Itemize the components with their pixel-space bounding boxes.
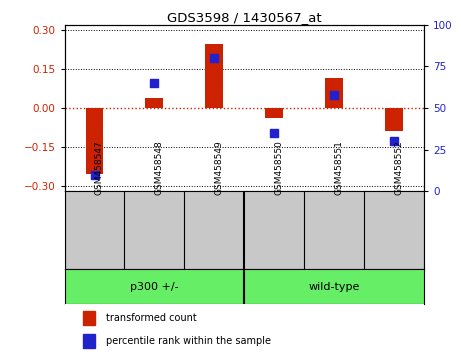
Bar bbox=[145, 98, 163, 108]
Point bbox=[271, 130, 278, 136]
Text: GSM458548: GSM458548 bbox=[154, 140, 164, 195]
Bar bbox=[205, 44, 223, 108]
Point bbox=[151, 80, 158, 86]
Text: wild-type: wild-type bbox=[308, 282, 360, 292]
Bar bbox=[385, 108, 403, 131]
Point bbox=[331, 92, 338, 97]
Title: GDS3598 / 1430567_at: GDS3598 / 1430567_at bbox=[167, 11, 322, 24]
Text: GSM458551: GSM458551 bbox=[334, 140, 343, 195]
Point bbox=[211, 55, 218, 61]
Text: transformed count: transformed count bbox=[106, 313, 197, 323]
Text: GSM458547: GSM458547 bbox=[95, 140, 104, 195]
Text: GSM458549: GSM458549 bbox=[214, 140, 224, 195]
Text: GSM458550: GSM458550 bbox=[274, 140, 284, 195]
Point bbox=[91, 172, 98, 177]
Point bbox=[390, 138, 398, 144]
Text: p300 +/-: p300 +/- bbox=[130, 282, 179, 292]
Text: GSM458552: GSM458552 bbox=[394, 140, 403, 195]
Text: percentile rank within the sample: percentile rank within the sample bbox=[106, 336, 271, 346]
Bar bbox=[83, 312, 95, 325]
Bar bbox=[325, 78, 343, 108]
Bar bbox=[86, 108, 104, 174]
Bar bbox=[83, 334, 95, 348]
Bar bbox=[265, 108, 283, 118]
